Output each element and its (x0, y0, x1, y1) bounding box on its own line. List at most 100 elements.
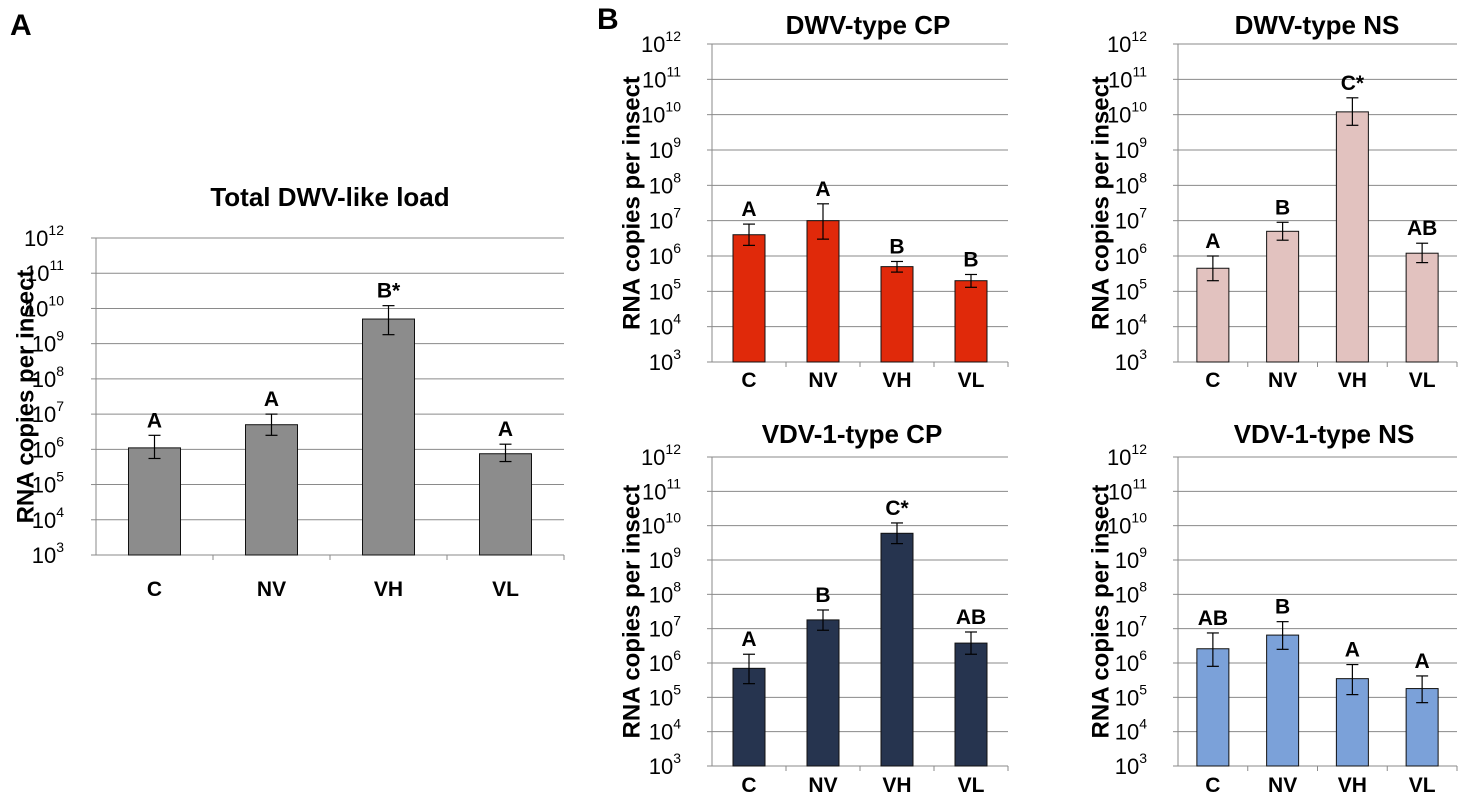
y-tick-label: 1012 (1107, 441, 1147, 470)
y-tick-label: 1010 (1107, 510, 1147, 539)
chart-title: DWV-type CP (786, 10, 951, 40)
y-tick-base: 10 (649, 720, 673, 745)
y-tick-label: 1010 (641, 99, 681, 128)
y-tick-base: 10 (1115, 685, 1139, 710)
y-tick-base: 10 (1107, 32, 1131, 57)
y-tick-base: 10 (649, 350, 673, 375)
x-tick-label: NV (257, 578, 286, 601)
y-tick-exponent: 12 (48, 222, 64, 238)
error-bar-c (743, 653, 755, 685)
y-tick-exponent: 12 (1131, 441, 1147, 457)
y-tick-base: 10 (649, 651, 673, 676)
y-tick-base: 10 (24, 226, 48, 251)
significance-label: B (1275, 196, 1290, 219)
bar-vh (1335, 111, 1369, 363)
x-tick-label: VL (1409, 774, 1436, 797)
y-tick-label: 103 (1115, 346, 1147, 375)
error-bar-vl (1416, 242, 1429, 264)
error-bar-c (743, 223, 755, 246)
y-tick-base: 10 (32, 402, 56, 427)
y-tick-base: 10 (642, 479, 666, 504)
y-tick-exponent: 4 (1139, 311, 1147, 327)
y-tick-label: 107 (649, 205, 681, 234)
chart-title: Total DWV-like load (210, 182, 449, 212)
bar-vl (954, 642, 988, 767)
y-tick-exponent: 3 (1139, 346, 1147, 362)
y-tick-base: 10 (1115, 350, 1139, 375)
chart-title: DWV-type NS (1235, 10, 1400, 40)
panel-label-a: A (10, 9, 32, 42)
y-tick-label: 104 (1115, 311, 1147, 340)
y-tick-label: 109 (1115, 134, 1147, 163)
y-tick-exponent: 7 (1139, 613, 1147, 629)
x-tick-label: NV (808, 369, 837, 392)
y-tick-exponent: 12 (1131, 28, 1147, 44)
y-axis-label: RNA copies per insect (618, 76, 645, 330)
y-tick-label: 1010 (641, 510, 681, 539)
y-tick-label: 108 (1115, 578, 1147, 607)
y-tick-base: 10 (1107, 445, 1131, 470)
y-tick-exponent: 10 (665, 510, 681, 526)
significance-label: A (1415, 650, 1430, 673)
x-tick-label: VL (958, 369, 985, 392)
y-tick-exponent: 7 (673, 205, 681, 221)
y-tick-exponent: 7 (56, 398, 64, 414)
y-tick-base: 10 (32, 473, 56, 498)
y-tick-label: 103 (1115, 750, 1147, 779)
x-tick-label: C (1205, 369, 1220, 392)
y-tick-base: 10 (32, 332, 56, 357)
y-tick-label: 104 (649, 716, 681, 745)
y-tick-label: 108 (1115, 169, 1147, 198)
significance-label: A (741, 198, 756, 221)
error-bar-c (148, 434, 161, 460)
y-tick-base: 10 (32, 508, 56, 533)
y-tick-exponent: 5 (56, 469, 64, 485)
significance-label: AB (1407, 217, 1437, 240)
y-tick-exponent: 4 (56, 504, 64, 520)
y-tick-base: 10 (1107, 514, 1131, 539)
y-tick-exponent: 7 (673, 613, 681, 629)
y-tick-base: 10 (649, 138, 673, 163)
significance-label: A (815, 178, 830, 201)
significance-label: A (1345, 639, 1360, 662)
y-tick-label: 107 (649, 613, 681, 642)
significance-label: AB (956, 606, 986, 629)
error-bar-nv (265, 413, 278, 436)
y-tick-exponent: 6 (56, 433, 64, 449)
y-tick-exponent: 10 (665, 99, 681, 115)
y-tick-exponent: 7 (1139, 205, 1147, 221)
y-tick-base: 10 (649, 685, 673, 710)
y-tick-label: 106 (649, 240, 681, 269)
bar-c (1196, 267, 1230, 363)
y-tick-base: 10 (649, 617, 673, 642)
y-tick-base: 10 (1115, 548, 1139, 573)
y-tick-exponent: 6 (1139, 240, 1147, 256)
y-tick-label: 108 (32, 363, 64, 392)
y-tick-label: 108 (649, 578, 681, 607)
y-tick-label: 107 (1115, 613, 1147, 642)
y-tick-label: 1010 (24, 292, 64, 321)
bar-vl (1405, 252, 1439, 363)
bar-vl (954, 280, 988, 363)
significance-label: B (889, 235, 904, 258)
error-bar-vh (382, 305, 395, 336)
y-tick-base: 10 (1115, 582, 1139, 607)
error-bar-vl (1416, 675, 1429, 704)
x-tick-label: VH (1338, 369, 1367, 392)
x-tick-label: C (1205, 774, 1220, 797)
significance-label: B* (377, 280, 401, 303)
x-tick-label: NV (1268, 774, 1297, 797)
y-tick-label: 1011 (642, 475, 681, 504)
chart-title: VDV-1-type NS (1234, 419, 1415, 449)
y-tick-exponent: 12 (665, 441, 681, 457)
significance-label: A (264, 388, 279, 411)
significance-label: A (1205, 230, 1220, 253)
y-tick-label: 105 (649, 681, 681, 710)
y-tick-exponent: 10 (1131, 510, 1147, 526)
y-tick-exponent: 10 (48, 292, 64, 308)
y-tick-base: 10 (1115, 315, 1139, 340)
y-tick-label: 1010 (1107, 99, 1147, 128)
y-tick-exponent: 4 (673, 311, 681, 327)
